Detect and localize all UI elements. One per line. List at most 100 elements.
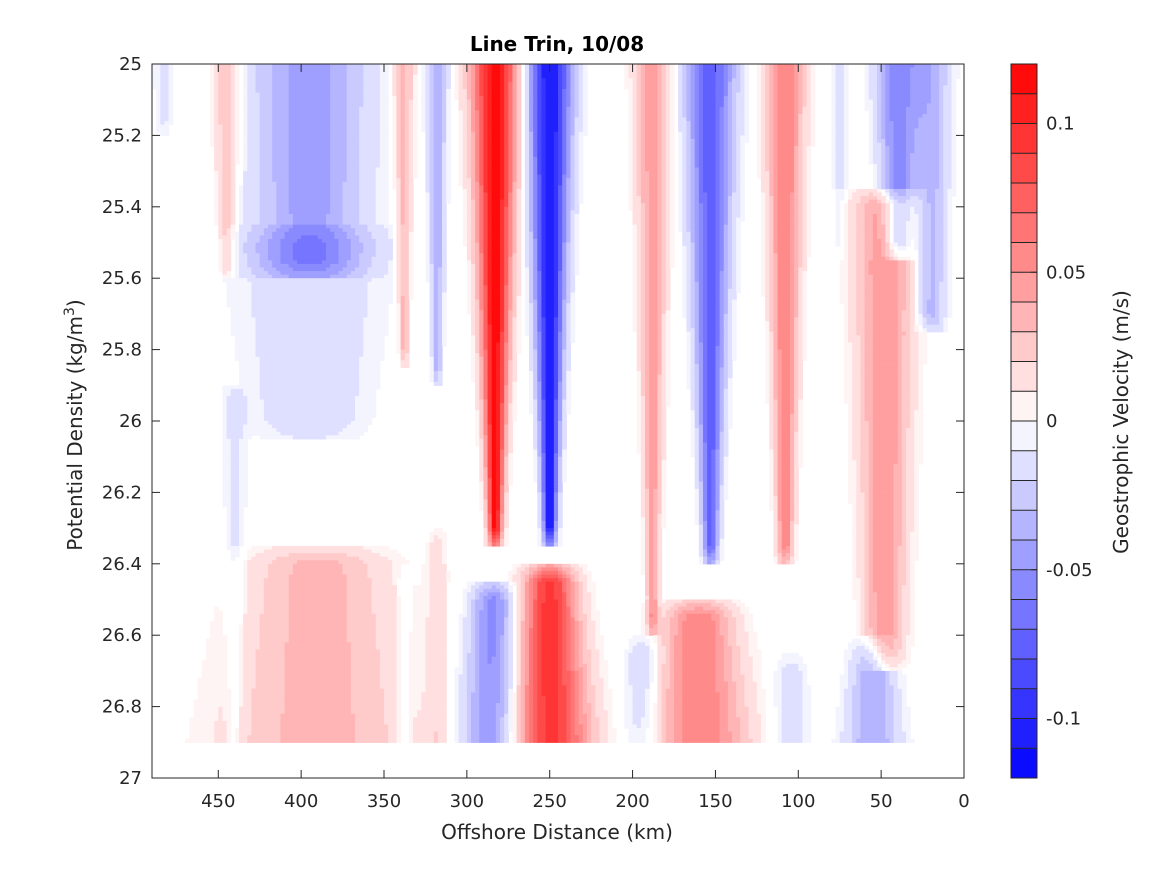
contour-cell xyxy=(914,131,940,136)
contour-cell xyxy=(661,85,667,90)
contour-cell xyxy=(632,228,638,233)
contour-cell xyxy=(425,231,431,236)
contour-cell xyxy=(678,92,683,97)
contour-cell xyxy=(723,188,729,194)
contour-cell xyxy=(243,113,248,119)
contour-cell xyxy=(483,110,489,115)
contour-cell xyxy=(396,142,402,147)
contour-cell xyxy=(537,78,543,83)
contour-cell xyxy=(487,167,493,172)
contour-cell xyxy=(698,131,704,136)
contour-cell xyxy=(533,196,538,201)
contour-cell xyxy=(429,181,435,186)
contour-cell xyxy=(872,149,882,154)
contour-cell xyxy=(657,174,663,179)
contour-cell xyxy=(682,203,688,208)
contour-cell xyxy=(255,81,273,87)
contour-cell xyxy=(574,167,580,172)
contour-cell xyxy=(661,185,667,190)
contour-cell xyxy=(740,174,746,179)
contour-cell xyxy=(835,142,845,147)
contour-cell xyxy=(694,192,700,197)
contour-cell xyxy=(715,78,725,83)
contour-cell xyxy=(645,163,659,169)
contour-cell xyxy=(798,92,804,97)
contour-cell xyxy=(562,85,567,90)
contour-cell xyxy=(723,185,729,190)
contour-cell xyxy=(425,117,431,122)
contour-cell xyxy=(831,163,837,169)
contour-cell xyxy=(541,238,547,244)
contour-cell xyxy=(566,117,572,122)
contour-cell xyxy=(562,206,567,211)
contour-cell xyxy=(930,71,940,76)
contour-cell xyxy=(562,81,567,87)
contour-cell xyxy=(951,149,957,154)
contour-cell xyxy=(288,188,331,194)
contour-cell xyxy=(230,113,236,119)
contour-cell xyxy=(251,224,269,229)
contour-cell xyxy=(665,210,671,215)
contour-cell xyxy=(483,178,489,183)
contour-cell xyxy=(413,135,418,140)
contour-cell xyxy=(570,121,576,126)
contour-cell xyxy=(512,71,518,76)
contour-cell xyxy=(628,88,634,94)
contour-cell xyxy=(442,178,447,183)
contour-cell xyxy=(761,149,766,154)
contour-cell xyxy=(864,85,870,90)
contour-cell xyxy=(914,242,920,247)
contour-cell xyxy=(524,103,530,108)
contour-cell xyxy=(234,124,240,129)
contour-cell xyxy=(512,113,518,119)
contour-cell xyxy=(214,103,219,108)
contour-cell xyxy=(442,64,447,69)
contour-cell xyxy=(234,238,240,244)
contour-cell xyxy=(425,185,431,190)
contour-cell xyxy=(272,124,290,129)
contour-cell xyxy=(914,206,924,211)
contour-cell xyxy=(947,224,953,229)
contour-cell xyxy=(425,92,431,97)
contour-cell xyxy=(777,74,795,79)
contour-cell xyxy=(661,121,667,126)
contour-cell xyxy=(665,106,671,112)
contour-cell xyxy=(761,217,766,222)
contour-cell xyxy=(872,121,878,126)
contour-cell xyxy=(524,196,530,201)
contour-cell xyxy=(483,103,489,108)
contour-cell xyxy=(404,167,410,172)
contour-cell xyxy=(657,188,663,194)
contour-cell xyxy=(777,106,795,112)
contour-cell xyxy=(765,221,770,226)
contour-cell xyxy=(810,85,816,90)
contour-cell xyxy=(744,81,750,87)
contour-cell xyxy=(541,231,547,236)
contour-cell xyxy=(694,171,700,176)
contour-cell xyxy=(400,113,406,119)
contour-cell xyxy=(529,85,534,90)
contour-cell xyxy=(533,110,538,115)
contour-cell xyxy=(500,78,505,83)
contour-cell xyxy=(665,131,671,136)
contour-cell xyxy=(483,242,489,247)
contour-cell xyxy=(703,178,717,183)
contour-cell xyxy=(910,81,932,87)
contour-cell xyxy=(893,224,907,229)
contour-cell xyxy=(732,78,741,83)
contour-cell xyxy=(632,117,638,122)
contour-cell xyxy=(777,156,795,161)
contour-cell xyxy=(342,203,360,208)
contour-cell xyxy=(777,231,791,236)
contour-cell xyxy=(777,64,795,69)
contour-cell xyxy=(529,113,534,119)
contour-cell xyxy=(537,210,543,215)
contour-cell xyxy=(640,88,646,94)
contour-cell xyxy=(500,178,505,183)
contour-cell xyxy=(703,210,708,215)
contour-cell xyxy=(524,135,530,140)
contour-cell xyxy=(462,85,468,90)
contour-cell xyxy=(479,217,485,222)
contour-cell xyxy=(910,171,940,176)
contour-cell xyxy=(413,121,418,126)
